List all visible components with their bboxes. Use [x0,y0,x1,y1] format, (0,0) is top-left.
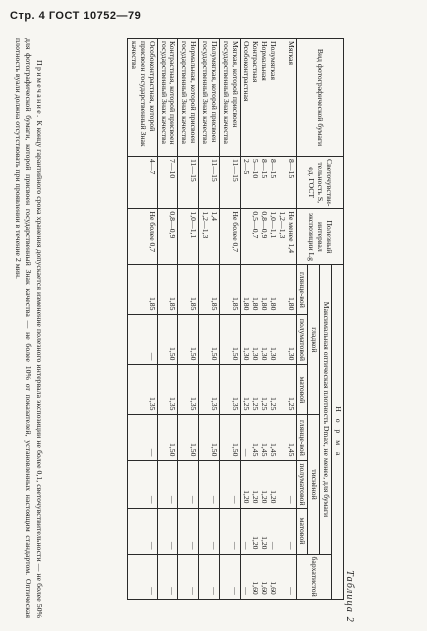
cell-value: 1,85 [198,264,220,315]
cell-value: — [157,554,178,600]
cell-value: 1,50 [219,414,241,461]
cell-value: — [127,460,158,509]
cell-value: — [219,508,241,555]
header-fine-glossy: глянце-вой [296,414,308,461]
cell-value: — [127,554,158,600]
cell-value: — [127,314,158,365]
cell-value: 1,50 [178,414,199,461]
cell-value: — [178,554,199,600]
cell-value: 1,45 1,45 1,45 1,45 — [240,414,297,461]
header-dmax: Максимальная оптическая плотность Dmax, … [319,264,332,555]
cell-value: 1,50 [157,414,178,461]
cell-latitude: Не более 0,7 [219,208,241,265]
cell-sensitivity: 8—15 8—15 8—15 5—10 2—5 [240,156,297,209]
cell-type: Мягкая, которой присвоен государственный… [219,38,241,157]
cell-value: 1,35 [198,364,220,415]
cell-value: — [198,554,220,600]
cell-type: Контрастная, которой присвоен государств… [157,38,178,157]
cell-value: 1,25 1,25 1,25 1,25 1,25 [240,364,297,415]
cell-value: 1,85 [127,264,158,315]
cell-sensitivity: 11—15 [219,156,241,209]
page-header: Стр. 4 ГОСТ 10752—79 [10,10,142,22]
header-fine: тиснёной [307,414,320,555]
cell-type: Мягкая Полумягкая Нормальная Контрастная… [240,38,297,157]
header-smooth: гладкой [307,264,320,415]
header-fine-semimatte: полуматовой [296,460,308,509]
header-smooth-matte: матовой [296,364,308,415]
cell-value: 1,35 [219,364,241,415]
cell-latitude: 0,8—0,9 [157,208,178,265]
cell-value: 1,85 [178,264,199,315]
cell-latitude: 1,0—1,1 [178,208,199,265]
table-row: Особоконтрастная, которой присвоен госуд… [127,38,158,600]
header-fine-matte: матовой [296,508,308,555]
cell-value: — [178,460,199,509]
table-note: Примечание. К концу гарантийного срока х… [12,38,44,618]
header-norm: Н о р м а [331,264,344,600]
table-number: Таблица 2 [344,570,355,623]
note-lead: Примечание. [35,60,44,119]
cell-value: 1,50 [219,314,241,365]
cell-value: — [178,508,199,555]
cell-value: — [127,508,158,555]
cell-value: 1,85 [157,264,178,315]
header-type: Вид фотографической бумаги [296,38,344,157]
cell-sensitivity: 11—15 [178,156,199,209]
cell-sensitivity: 4—7 [127,156,158,209]
table-row: Контрастная, которой присвоен государств… [157,38,178,600]
table-row: Полумягкая, которой присвоен государстве… [198,38,220,600]
cell-value: 1,80 1,80 1,80 1,80 1,80 [240,264,297,315]
header-latitude: Полезный интервал экспозиции Lg [296,208,344,265]
cell-value: 1,30 1,30 1,30 1,30 1,30 [240,314,297,365]
cell-type: Нормальная, которой присвоен государстве… [178,38,199,157]
cell-value: — [127,414,158,461]
cell-value: — [219,460,241,509]
cell-value: — 1,20 1,20 1,20 1,20 [240,460,297,509]
cell-latitude: Не более 0,7 [127,208,158,265]
cell-type: Полумягкая, которой присвоен государстве… [198,38,220,157]
norms-table: Вид фотографической бумаги Светочувстви-… [127,38,344,600]
cell-value: 1,50 [198,414,220,461]
cell-value: 1,35 [157,364,178,415]
header-velvet: бархатистой [296,554,332,600]
cell-value: — [219,554,241,600]
header-sensitivity: Светочувстви-тельность S, ед. ГОСТ [296,156,344,209]
cell-value: 1,35 [178,364,199,415]
note-text: К концу гарантийного срока хранения допу… [13,38,44,618]
cell-value: — 1,60 1,60 1,60 — [240,554,297,600]
table-row: Нормальная, которой присвоен государстве… [178,38,199,600]
cell-latitude: Не менее 1,4 1,2—1,3 1,0—1,1 0,8—0,9 0,5… [240,208,297,265]
cell-value: 1,50 [198,314,220,365]
cell-value: — [198,508,220,555]
cell-sensitivity: 7—10 [157,156,178,209]
cell-value: — [198,460,220,509]
header-smooth-glossy: глянце-вой [296,264,308,315]
table-row: Мягкая, которой присвоен государственный… [219,38,241,600]
table-row: Мягкая Полумягкая Нормальная Контрастная… [240,38,297,600]
cell-value: 1,50 [157,314,178,365]
cell-value: 1,50 [178,314,199,365]
header-smooth-semimatte: полуматовой [296,314,308,365]
header-row-norm: Вид фотографической бумаги Светочувстви-… [296,38,344,600]
cell-value: — [157,508,178,555]
cell-sensitivity: 11—15 [198,156,220,209]
cell-value: — [157,460,178,509]
cell-value: 1,85 [219,264,241,315]
cell-value: — — 1,20 1,20 — [240,508,297,555]
cell-value: 1,35 [127,364,158,415]
cell-type: Особоконтрастная, которой присвоен госуд… [127,38,158,157]
cell-latitude: 1,4 1,2—1,3 [198,208,220,265]
